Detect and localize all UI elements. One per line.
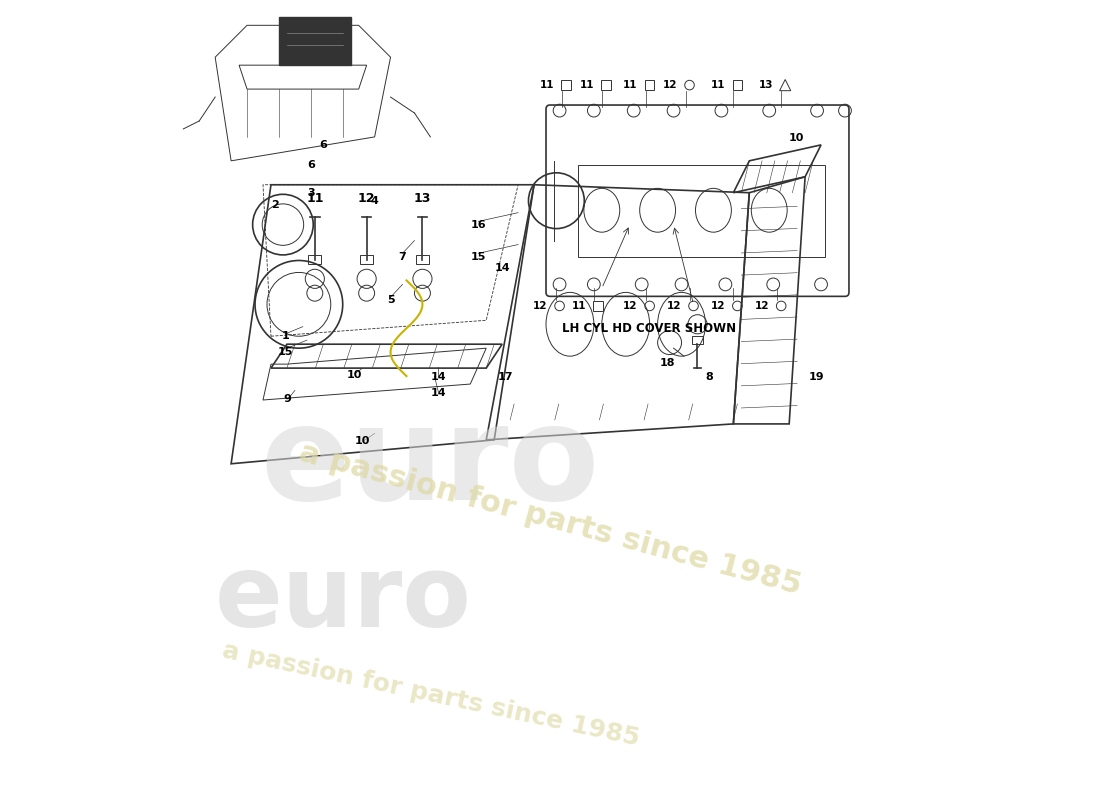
Text: 12: 12 — [755, 301, 769, 311]
Text: 11: 11 — [624, 80, 638, 90]
Text: 10: 10 — [789, 133, 804, 143]
Text: 12: 12 — [711, 301, 725, 311]
Text: 12: 12 — [663, 80, 678, 90]
Text: 14: 14 — [494, 263, 510, 274]
Text: 13: 13 — [759, 80, 773, 90]
Text: 5: 5 — [387, 295, 395, 306]
Text: 10: 10 — [346, 370, 362, 380]
Text: 12: 12 — [667, 301, 682, 311]
Text: 12: 12 — [624, 301, 638, 311]
Text: 11: 11 — [580, 80, 594, 90]
Text: 6: 6 — [307, 160, 315, 170]
Bar — [308, 255, 321, 265]
Bar — [416, 255, 429, 265]
Text: 16: 16 — [471, 220, 486, 230]
Text: 8: 8 — [705, 372, 713, 382]
Text: 11: 11 — [306, 192, 323, 205]
Bar — [733, 80, 742, 90]
Text: 10: 10 — [354, 436, 370, 446]
Bar — [578, 165, 825, 257]
Text: 12: 12 — [358, 192, 375, 205]
Text: a passion for parts since 1985: a passion for parts since 1985 — [220, 639, 641, 751]
Bar — [593, 301, 603, 310]
Text: 11: 11 — [539, 80, 554, 90]
Bar — [645, 80, 654, 90]
Text: 2: 2 — [271, 200, 278, 210]
Text: 14: 14 — [430, 372, 446, 382]
Text: 15: 15 — [471, 251, 486, 262]
Text: 12: 12 — [534, 301, 548, 311]
Text: euro: euro — [261, 400, 600, 527]
Bar — [692, 336, 703, 344]
Text: 17: 17 — [498, 372, 514, 382]
Polygon shape — [279, 18, 351, 65]
Text: 9: 9 — [283, 394, 290, 403]
Text: 11: 11 — [711, 80, 725, 90]
Bar — [361, 255, 373, 265]
Bar — [561, 80, 571, 90]
Text: LH CYL HD COVER SHOWN: LH CYL HD COVER SHOWN — [562, 322, 736, 335]
Text: 14: 14 — [430, 388, 446, 398]
Text: euro: euro — [216, 551, 472, 648]
Text: 6: 6 — [319, 140, 327, 150]
Text: 11: 11 — [571, 301, 586, 311]
Text: 7: 7 — [398, 251, 406, 262]
Text: 19: 19 — [810, 372, 825, 382]
Text: 3: 3 — [307, 188, 315, 198]
Text: 13: 13 — [414, 192, 431, 205]
Bar — [601, 80, 610, 90]
Text: a passion for parts since 1985: a passion for parts since 1985 — [296, 438, 804, 601]
Text: 18: 18 — [660, 358, 675, 368]
Text: 1: 1 — [282, 331, 289, 342]
Text: 15: 15 — [277, 347, 293, 357]
Text: 4: 4 — [371, 196, 378, 206]
